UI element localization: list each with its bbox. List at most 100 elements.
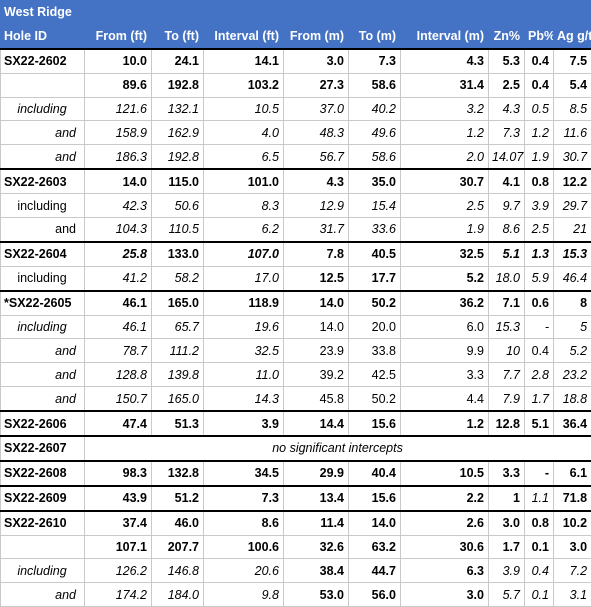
interval-ft-cell: 6.5 bbox=[204, 145, 284, 169]
to-m-cell: 44.7 bbox=[349, 559, 401, 583]
hole-id-cell: and bbox=[1, 218, 85, 242]
to-ft-cell: 165.0 bbox=[152, 387, 204, 411]
interval-m-cell: 6.3 bbox=[401, 559, 489, 583]
hole-id-cell: and bbox=[1, 121, 85, 145]
pb-cell: 0.4 bbox=[525, 339, 554, 363]
interval-ft-cell: 14.1 bbox=[204, 49, 284, 73]
interval-ft-cell: 20.6 bbox=[204, 559, 284, 583]
from-ft-cell: 186.3 bbox=[85, 145, 152, 169]
zn-cell: 5.3 bbox=[489, 49, 525, 73]
from-ft-cell: 174.2 bbox=[85, 583, 152, 607]
pb-cell: - bbox=[525, 461, 554, 486]
interval-m-cell: 30.6 bbox=[401, 535, 489, 559]
from-ft-cell: 43.9 bbox=[85, 486, 152, 511]
pb-cell: 0.4 bbox=[525, 49, 554, 73]
to-ft-cell: 162.9 bbox=[152, 121, 204, 145]
pb-cell: 1.7 bbox=[525, 387, 554, 411]
from-m-cell: 23.9 bbox=[284, 339, 349, 363]
interval-m-cell: 1.9 bbox=[401, 218, 489, 242]
interval-ft-cell: 101.0 bbox=[204, 169, 284, 193]
hole-id-cell: and bbox=[1, 387, 85, 411]
hole-id-cell: SX22-2603 bbox=[1, 169, 85, 193]
hole-id-cell: SX22-2606 bbox=[1, 411, 85, 436]
from-ft-cell: 41.2 bbox=[85, 266, 152, 290]
from-m-cell: 56.7 bbox=[284, 145, 349, 169]
pb-cell: 3.9 bbox=[525, 194, 554, 218]
zn-cell: 9.7 bbox=[489, 194, 525, 218]
ag-cell: 8 bbox=[554, 291, 591, 315]
to-m-cell: 33.8 bbox=[349, 339, 401, 363]
interval-m-cell: 9.9 bbox=[401, 339, 489, 363]
from-m-cell: 7.8 bbox=[284, 242, 349, 266]
ag-cell: 10.2 bbox=[554, 511, 591, 535]
hole-id-cell: SX22-2609 bbox=[1, 486, 85, 511]
pb-cell: 0.5 bbox=[525, 97, 554, 121]
to-m-cell: 15.6 bbox=[349, 411, 401, 436]
interval-ft-cell: 17.0 bbox=[204, 266, 284, 290]
header-hole-id: Hole ID bbox=[1, 24, 85, 48]
header-from-m: From (m) bbox=[284, 24, 349, 48]
from-m-cell: 29.9 bbox=[284, 461, 349, 486]
from-m-cell: 31.7 bbox=[284, 218, 349, 242]
zn-cell: 4.1 bbox=[489, 169, 525, 193]
to-ft-cell: 24.1 bbox=[152, 49, 204, 73]
interval-ft-cell: 11.0 bbox=[204, 363, 284, 387]
header-to-ft: To (ft) bbox=[152, 24, 204, 48]
header-pb: Pb% bbox=[525, 24, 554, 48]
pb-cell: 5.9 bbox=[525, 266, 554, 290]
table-title: West Ridge bbox=[1, 1, 591, 25]
to-m-cell: 15.6 bbox=[349, 486, 401, 511]
to-ft-cell: 51.3 bbox=[152, 411, 204, 436]
from-m-cell: 27.3 bbox=[284, 73, 349, 97]
ag-cell: 12.2 bbox=[554, 169, 591, 193]
to-m-cell: 40.5 bbox=[349, 242, 401, 266]
from-m-cell: 38.4 bbox=[284, 559, 349, 583]
interval-ft-cell: 3.9 bbox=[204, 411, 284, 436]
to-m-cell: 33.6 bbox=[349, 218, 401, 242]
to-ft-cell: 65.7 bbox=[152, 315, 204, 339]
zn-cell: 8.6 bbox=[489, 218, 525, 242]
pb-cell: 0.4 bbox=[525, 73, 554, 97]
ag-cell: 5.2 bbox=[554, 339, 591, 363]
to-ft-cell: 192.8 bbox=[152, 145, 204, 169]
interval-m-cell: 2.6 bbox=[401, 511, 489, 535]
no-intercepts-note: no significant intercepts bbox=[85, 436, 591, 461]
ag-cell: 29.7 bbox=[554, 194, 591, 218]
interval-m-cell: 2.2 bbox=[401, 486, 489, 511]
from-ft-cell: 121.6 bbox=[85, 97, 152, 121]
interval-ft-cell: 9.8 bbox=[204, 583, 284, 607]
interval-m-cell: 30.7 bbox=[401, 169, 489, 193]
header-ag: Ag g/t bbox=[554, 24, 591, 48]
zn-cell: 14.07 bbox=[489, 145, 525, 169]
to-m-cell: 49.6 bbox=[349, 121, 401, 145]
from-ft-cell: 98.3 bbox=[85, 461, 152, 486]
to-ft-cell: 184.0 bbox=[152, 583, 204, 607]
to-m-cell: 58.6 bbox=[349, 73, 401, 97]
hole-id-cell: including bbox=[1, 97, 85, 121]
interval-ft-cell: 32.5 bbox=[204, 339, 284, 363]
interval-m-cell: 4.4 bbox=[401, 387, 489, 411]
pb-cell: 5.1 bbox=[525, 411, 554, 436]
to-ft-cell: 50.6 bbox=[152, 194, 204, 218]
to-m-cell: 15.4 bbox=[349, 194, 401, 218]
zn-cell: 5.1 bbox=[489, 242, 525, 266]
interval-ft-cell: 7.3 bbox=[204, 486, 284, 511]
interval-m-cell: 6.0 bbox=[401, 315, 489, 339]
zn-cell: 3.3 bbox=[489, 461, 525, 486]
interval-ft-cell: 8.6 bbox=[204, 511, 284, 535]
from-ft-cell: 128.8 bbox=[85, 363, 152, 387]
from-m-cell: 3.0 bbox=[284, 49, 349, 73]
ag-cell: 11.6 bbox=[554, 121, 591, 145]
to-ft-cell: 111.2 bbox=[152, 339, 204, 363]
to-ft-cell: 146.8 bbox=[152, 559, 204, 583]
interval-ft-cell: 107.0 bbox=[204, 242, 284, 266]
to-m-cell: 56.0 bbox=[349, 583, 401, 607]
